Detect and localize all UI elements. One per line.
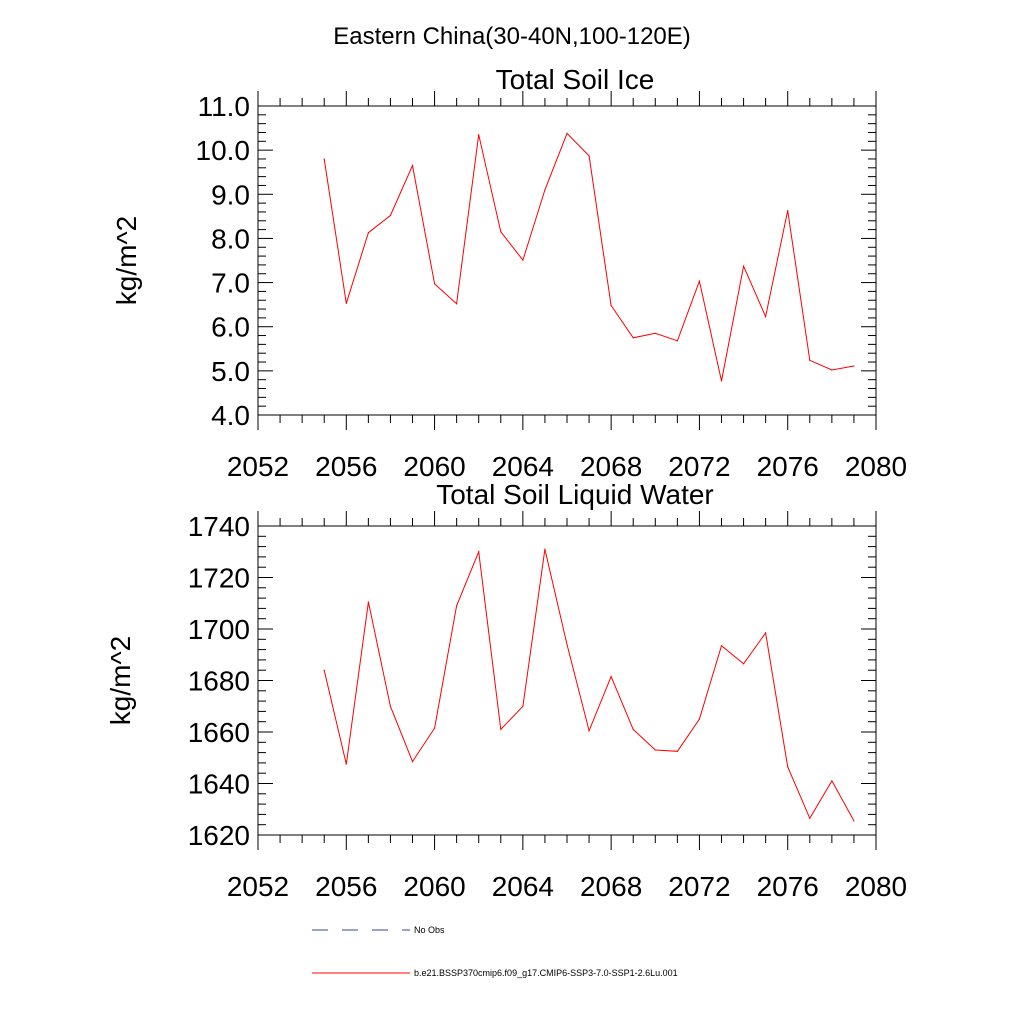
y-tick-label: 1660 [188,717,250,748]
y-tick-label: 10.0 [196,135,251,166]
y-tick-label: 1700 [188,614,250,645]
data-point [456,303,458,305]
data-point [853,820,855,822]
data-point [787,210,789,212]
data-point [654,332,656,334]
x-tick-label: 2064 [492,871,554,902]
legend: No Obs b.e21.BSSP370cmip6.f09_g17.CMIP6-S… [312,925,678,978]
data-point [433,283,436,285]
data-point [544,189,546,191]
data-point [742,265,745,267]
data-point [610,676,612,678]
x-tick-label: 2056 [315,451,377,482]
data-point [500,728,502,731]
y-axis-label: kg/m^2 [111,216,142,305]
y-tick-label: 11.0 [198,91,250,122]
data-point [632,728,634,731]
data-point [632,337,634,339]
x-tick-label: 2076 [757,871,819,902]
data-point [389,705,392,707]
y-tick-label: 7.0 [211,268,250,299]
data-point [742,663,745,665]
data-point [478,134,480,136]
data-point [676,340,678,342]
data-point [676,750,678,752]
data-point [588,155,590,157]
x-tick-label: 2052 [227,871,289,902]
data-point [588,730,590,732]
data-point [698,718,701,720]
data-point [831,780,833,782]
y-tick-label: 1720 [188,563,250,594]
y-tick-label: 8.0 [211,223,250,254]
data-point [853,365,855,367]
y-axis-label: kg/m^2 [105,636,136,725]
data-point [367,601,369,603]
data-point [809,817,811,819]
chart-panel-2: Total Soil Liquid Water 2052 2056 2060 2064 2… [105,479,907,902]
panel-title: Total Soil Ice [496,64,655,95]
x-tick-label: 2080 [845,871,907,902]
data-point [698,280,701,282]
x-tick-label: 2064 [492,451,554,482]
data-point [367,232,369,234]
data-point [566,132,568,134]
y-tick-label: 1640 [188,769,250,800]
x-tick-label: 2060 [403,871,465,902]
data-point [323,158,325,160]
data-point [765,315,767,318]
x-tick-label: 2060 [403,451,465,482]
x-tick-label: 2056 [315,871,377,902]
y-tick-label: 9.0 [211,179,250,210]
y-tick-label: 6.0 [211,312,250,343]
data-point [389,214,392,217]
data-point [500,231,502,233]
data-point [456,605,458,607]
panel-title: Total Soil Liquid Water [436,479,714,510]
figure-title: Eastern China(30-40N,100-120E) [333,23,691,50]
data-point [411,164,414,167]
x-tick-label: 2072 [668,871,730,902]
data-point [544,548,546,550]
y-tick-label: 4.0 [211,400,250,431]
x-tick-label: 2068 [580,871,642,902]
data-point [610,304,612,307]
data-point [566,643,568,646]
legend-label-2: b.e21.BSSP370cmip6.f09_g17.CMIP6-SSP3-7.… [414,968,678,978]
data-point [433,727,436,729]
data-point [522,259,524,261]
y-tick-label: 1680 [188,666,250,697]
data-point [522,705,524,707]
chart-panel-1: Total Soil Ice 2052 2056 2060 2064 2068 2072 20… [111,64,907,482]
data-point [809,359,811,361]
x-tick-label: 2068 [580,451,642,482]
data-point [345,763,347,765]
data-point [323,669,325,671]
y-tick-label: 5.0 [211,356,250,387]
x-tick-label: 2076 [757,451,819,482]
x-tick-label: 2072 [668,451,730,482]
data-point [720,380,723,382]
data-point [411,761,414,763]
data-point [720,645,723,647]
data-point [787,766,789,768]
data-point [765,632,767,634]
data-point [478,551,480,553]
x-tick-label: 2052 [227,451,289,482]
x-tick-label: 2080 [845,451,907,482]
y-tick-label: 1620 [188,820,250,851]
data-point [831,369,833,371]
data-point [654,749,656,751]
data-point [345,302,347,304]
y-tick-label: 1740 [188,511,250,542]
chart-panels: Total Soil Ice 2052 2056 2060 2064 2068 2072 20… [105,64,907,902]
legend-label-1: No Obs [414,925,445,935]
